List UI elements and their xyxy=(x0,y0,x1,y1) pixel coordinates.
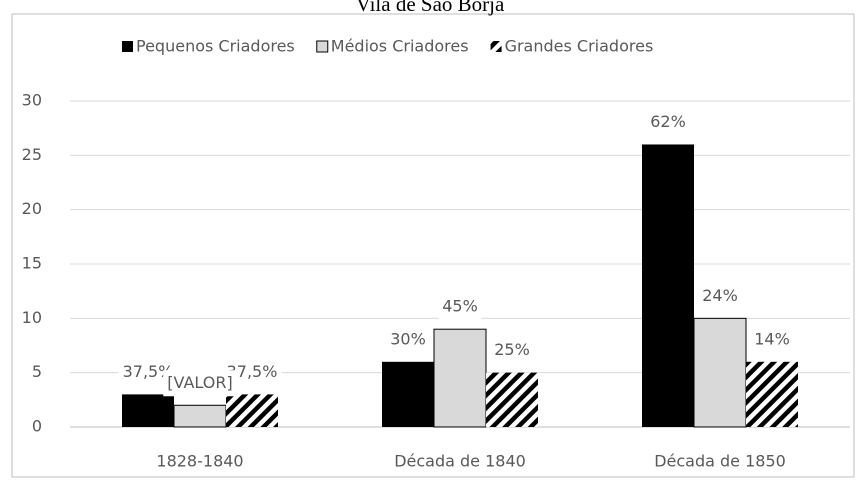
data-label-box xyxy=(490,337,534,364)
data-label-text: 37,5% xyxy=(227,362,278,381)
data-label-box xyxy=(438,294,482,321)
data-label: 14% xyxy=(750,326,794,353)
data-label: 30% xyxy=(386,326,430,353)
x-tick-label: Década de 1850 xyxy=(654,452,786,471)
data-label-text: 24% xyxy=(702,286,738,305)
y-tick-label: 25 xyxy=(22,145,42,164)
legend-swatch xyxy=(122,41,133,52)
bar xyxy=(433,328,487,428)
data-label: 62% xyxy=(646,109,690,136)
data-label-text: 45% xyxy=(442,297,478,316)
bar xyxy=(226,394,278,427)
legend-label: Médios Criadores xyxy=(331,37,469,56)
data-label: 45% xyxy=(438,294,482,321)
legend-swatch xyxy=(490,41,502,52)
legend-label: Pequenos Criadores xyxy=(136,37,295,56)
bar xyxy=(122,394,174,427)
y-tick-label: 0 xyxy=(32,417,42,436)
legend-label: Grandes Criadores xyxy=(505,37,654,56)
data-label-text: 62% xyxy=(650,112,686,131)
bar xyxy=(642,144,694,427)
bar xyxy=(746,361,798,427)
data-label: 25% xyxy=(490,337,534,364)
bar xyxy=(486,372,538,427)
data-label: [VALOR] xyxy=(163,370,237,397)
data-label: 24% xyxy=(698,283,742,310)
y-tick-label: 15 xyxy=(22,254,42,273)
bar xyxy=(382,361,434,427)
data-label-text: 30% xyxy=(390,329,426,348)
y-tick-label: 20 xyxy=(22,199,42,218)
y-tick-label: 10 xyxy=(22,308,42,327)
data-label-box xyxy=(750,326,794,353)
x-tick-label: 1828-1840 xyxy=(156,452,243,471)
legend-swatch xyxy=(316,40,329,53)
bar xyxy=(173,404,227,428)
y-tick-label: 30 xyxy=(22,91,42,110)
chart-title: Vila de São Borja xyxy=(356,0,505,16)
y-tick-label: 5 xyxy=(32,362,42,381)
data-label-text: 14% xyxy=(754,329,790,348)
data-label-text: 37,5% xyxy=(123,362,174,381)
data-label-text: 25% xyxy=(494,340,530,359)
x-tick-label: Década de 1840 xyxy=(394,452,526,471)
bar xyxy=(693,317,747,428)
data-label-text: [VALOR] xyxy=(167,373,232,392)
data-label-box xyxy=(386,326,430,353)
data-label-box xyxy=(646,109,690,136)
data-label-box xyxy=(163,370,237,397)
data-label-box xyxy=(698,283,742,310)
